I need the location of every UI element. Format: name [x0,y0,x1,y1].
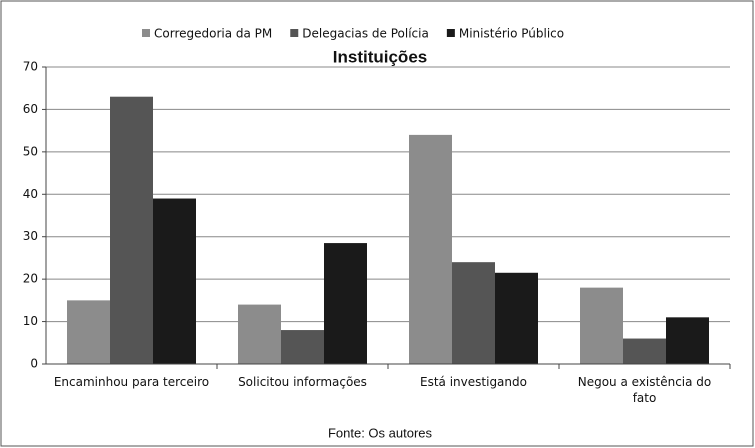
legend-swatch [290,29,299,37]
bar [67,300,110,364]
bar [238,304,281,364]
bar [580,287,623,364]
x-tick-label: Encaminhou para terceiro [53,375,210,389]
legend-swatch [142,29,150,37]
y-tick-label: 40 [23,187,38,201]
bar [409,134,452,364]
bar [324,243,367,364]
legend-label: Corregedoria da PM [154,27,272,41]
bar [452,262,495,364]
x-tick-label: Solicitou informações [238,375,367,389]
x-tick-label: Negou a existência do fato [577,375,712,405]
x-tick-label: Está investigando [420,375,527,389]
y-tick-label: 50 [23,144,38,158]
y-tick-label: 70 [23,60,38,74]
y-tick-label: 60 [23,102,38,116]
bar [110,96,153,364]
y-tick-label: 0 [30,357,38,371]
chart-title: Instituições [333,47,427,66]
y-tick-label: 10 [23,314,38,328]
source: Fonte: Os autores [328,425,433,440]
bar [666,317,709,364]
bar [623,338,666,364]
legend-swatch [446,29,455,37]
legend-label: Ministério Público [459,27,564,41]
y-tick-label: 30 [23,229,38,243]
bar [153,198,196,364]
bar [281,330,324,364]
y-tick-label: 20 [23,272,38,286]
bar [495,272,538,364]
legend-label: Delegacias de Polícia [302,27,429,41]
